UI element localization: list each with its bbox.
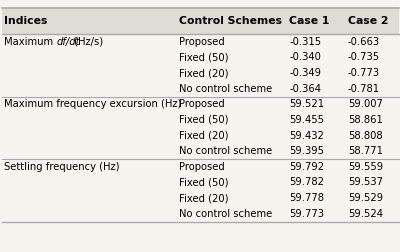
- Text: 59.395: 59.395: [289, 146, 324, 156]
- Text: -0.349: -0.349: [289, 68, 321, 78]
- Text: Proposed: Proposed: [179, 37, 225, 47]
- Text: 58.808: 58.808: [348, 131, 383, 141]
- Text: Proposed: Proposed: [179, 162, 225, 172]
- Text: No control scheme: No control scheme: [179, 209, 272, 219]
- Text: No control scheme: No control scheme: [179, 84, 272, 94]
- Text: Maximum frequency excursion (Hz): Maximum frequency excursion (Hz): [4, 99, 181, 109]
- Text: -0.340: -0.340: [289, 52, 321, 62]
- Text: 59.782: 59.782: [289, 177, 324, 187]
- Text: Settling frequency (Hz): Settling frequency (Hz): [4, 162, 120, 172]
- Text: -0.781: -0.781: [348, 84, 380, 94]
- Text: df/dt: df/dt: [56, 37, 80, 47]
- Text: 59.007: 59.007: [348, 99, 383, 109]
- Text: No control scheme: No control scheme: [179, 146, 272, 156]
- Text: 59.524: 59.524: [348, 209, 383, 219]
- Text: -0.315: -0.315: [289, 37, 321, 47]
- Text: Control Schemes: Control Schemes: [179, 16, 282, 26]
- Text: Fixed (50): Fixed (50): [179, 177, 229, 187]
- Text: 59.773: 59.773: [289, 209, 324, 219]
- Text: 59.529: 59.529: [348, 193, 383, 203]
- Text: (Hz/s): (Hz/s): [72, 37, 104, 47]
- Text: 59.778: 59.778: [289, 193, 324, 203]
- Text: 59.432: 59.432: [289, 131, 324, 141]
- Text: 59.559: 59.559: [348, 162, 383, 172]
- Text: 59.792: 59.792: [289, 162, 324, 172]
- Text: 58.771: 58.771: [348, 146, 383, 156]
- Text: -0.663: -0.663: [348, 37, 380, 47]
- Text: Fixed (20): Fixed (20): [179, 193, 229, 203]
- Text: Indices: Indices: [4, 16, 47, 26]
- Text: -0.735: -0.735: [348, 52, 380, 62]
- Text: Fixed (50): Fixed (50): [179, 52, 229, 62]
- Text: 59.537: 59.537: [348, 177, 383, 187]
- Text: 58.861: 58.861: [348, 115, 383, 125]
- Text: Case 1: Case 1: [289, 16, 330, 26]
- Text: Fixed (50): Fixed (50): [179, 115, 229, 125]
- Text: 59.455: 59.455: [289, 115, 324, 125]
- Text: -0.364: -0.364: [289, 84, 321, 94]
- Text: Proposed: Proposed: [179, 99, 225, 109]
- Text: Fixed (20): Fixed (20): [179, 131, 229, 141]
- Bar: [2, 8, 399, 34]
- Text: 59.521: 59.521: [289, 99, 324, 109]
- Text: Maximum: Maximum: [4, 37, 56, 47]
- Text: Case 2: Case 2: [348, 16, 388, 26]
- Text: Fixed (20): Fixed (20): [179, 68, 229, 78]
- Text: -0.773: -0.773: [348, 68, 380, 78]
